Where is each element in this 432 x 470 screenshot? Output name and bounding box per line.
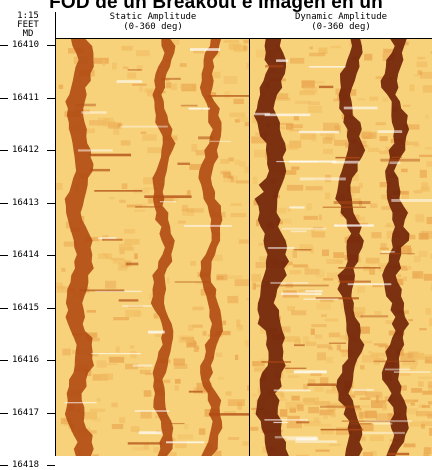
depth-label: 16415 <box>12 303 39 313</box>
depth-label: 16410 <box>12 40 39 50</box>
depth-tick <box>0 413 8 414</box>
depth-tick <box>47 413 55 414</box>
depth-tick <box>0 360 8 361</box>
depth-label: 16418 <box>12 460 39 470</box>
scale-reference: MD <box>6 30 50 39</box>
depth-tick <box>0 150 8 151</box>
depth-label: 16416 <box>12 355 39 365</box>
depth-tick <box>47 308 55 309</box>
depth-scale-header: 1:15 FEET MD <box>6 12 50 39</box>
depth-label: 16413 <box>12 198 39 208</box>
depth-tick <box>47 465 55 466</box>
depth-label: 16411 <box>12 93 39 103</box>
depth-label: 16412 <box>12 145 39 155</box>
dynamic-panel-range: (0-360 deg) <box>250 23 432 32</box>
dynamic-amplitude-panel: Dynamic Amplitude (0-360 deg) <box>249 12 432 456</box>
static-panel-range: (0-360 deg) <box>56 23 250 32</box>
depth-tick <box>47 360 55 361</box>
depth-track: 1:15 FEET MD 16410 16411 16412 16413 16414 16… <box>0 12 56 456</box>
static-amplitude-panel: Static Amplitude (0-360 deg) <box>55 12 251 456</box>
depth-tick <box>47 203 55 204</box>
static-amplitude-image <box>56 39 250 456</box>
static-panel-title: Static Amplitude <box>56 13 250 22</box>
dynamic-panel-title: Dynamic Amplitude <box>250 13 432 22</box>
static-panel-header: Static Amplitude (0-360 deg) <box>56 12 250 39</box>
depth-label: 16417 <box>12 408 39 418</box>
depth-tick <box>0 45 8 46</box>
depth-tick <box>47 255 55 256</box>
depth-tick <box>0 308 8 309</box>
depth-tick <box>47 98 55 99</box>
dynamic-panel-header: Dynamic Amplitude (0-360 deg) <box>250 12 432 39</box>
depth-label: 16414 <box>12 250 39 260</box>
depth-tick <box>0 203 8 204</box>
depth-tick <box>0 465 8 466</box>
depth-tick <box>0 98 8 99</box>
dynamic-amplitude-image <box>250 39 432 456</box>
depth-tick <box>47 150 55 151</box>
depth-tick <box>47 45 55 46</box>
depth-tick <box>0 255 8 256</box>
